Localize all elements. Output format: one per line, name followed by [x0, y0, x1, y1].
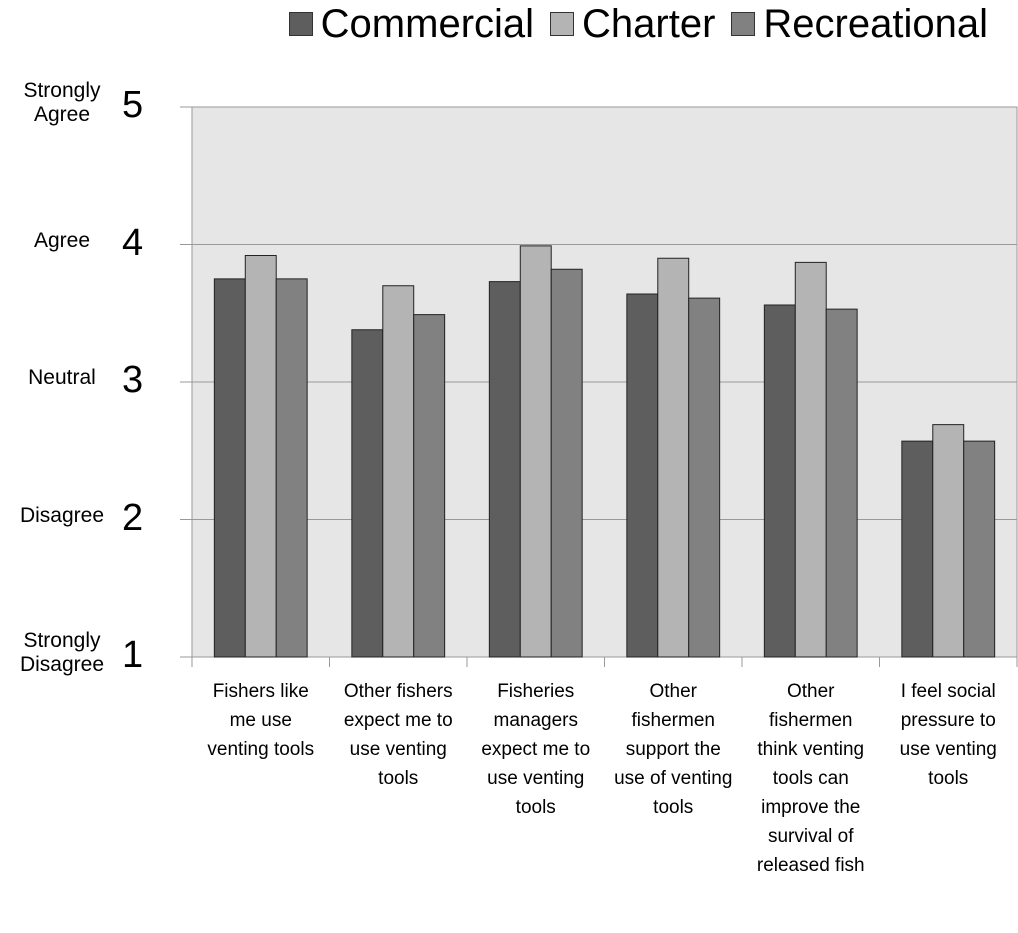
y-tick-label: 4 — [122, 221, 144, 264]
bar — [657, 257, 690, 658]
bar — [794, 261, 827, 658]
y-level-label: Agree — [33, 228, 91, 252]
legend-item: Charter — [550, 2, 715, 47]
bar — [932, 424, 965, 658]
bar — [244, 255, 277, 658]
y-level-label: Strongly Agree — [23, 79, 101, 126]
y-tick-label: 2 — [122, 496, 144, 539]
bar — [963, 440, 996, 658]
legend-swatch — [288, 12, 313, 36]
y-tick-label: 5 — [122, 84, 144, 126]
legend-label: Recreational — [763, 1, 988, 46]
y-level-label: Neutral — [28, 366, 96, 389]
y-level-label: Strongly Disagree — [19, 629, 105, 676]
x-tick-label: Other fishers expect me to use venting t… — [343, 681, 453, 789]
bar — [626, 293, 659, 658]
bar — [519, 245, 552, 658]
bar — [550, 268, 583, 658]
legend-swatch — [550, 12, 575, 36]
legend-item: Recreational — [731, 2, 988, 47]
y-tick-label: 1 — [122, 634, 144, 676]
bar — [213, 278, 246, 658]
x-tick-label: Other fishermen think venting tools can … — [756, 681, 865, 876]
bar — [413, 314, 446, 658]
bar — [351, 329, 384, 658]
legend-item: Commercial — [288, 1, 535, 47]
x-tick-label: I feel social pressure to use venting to… — [899, 681, 997, 789]
legend-swatch — [731, 12, 756, 36]
x-tick-label: Fishers like me use venting tools — [207, 681, 315, 760]
bar — [825, 308, 858, 658]
y-tick-label: 3 — [122, 359, 144, 401]
legend-label: Commercial — [320, 1, 535, 46]
x-tick-label: Other fishermen support the use of venti… — [614, 681, 733, 818]
bar — [382, 285, 415, 658]
bar — [901, 440, 934, 658]
legend: Commercial Charter Recreational — [0, 0, 1018, 48]
bar — [275, 278, 308, 658]
legend-label: Charter — [582, 1, 716, 46]
y-level-label: Disagree — [19, 503, 105, 527]
bar — [763, 304, 796, 658]
bar — [688, 297, 721, 658]
x-tick-label: Fisheries managers expect me to use vent… — [481, 681, 591, 818]
bar — [488, 281, 521, 658]
